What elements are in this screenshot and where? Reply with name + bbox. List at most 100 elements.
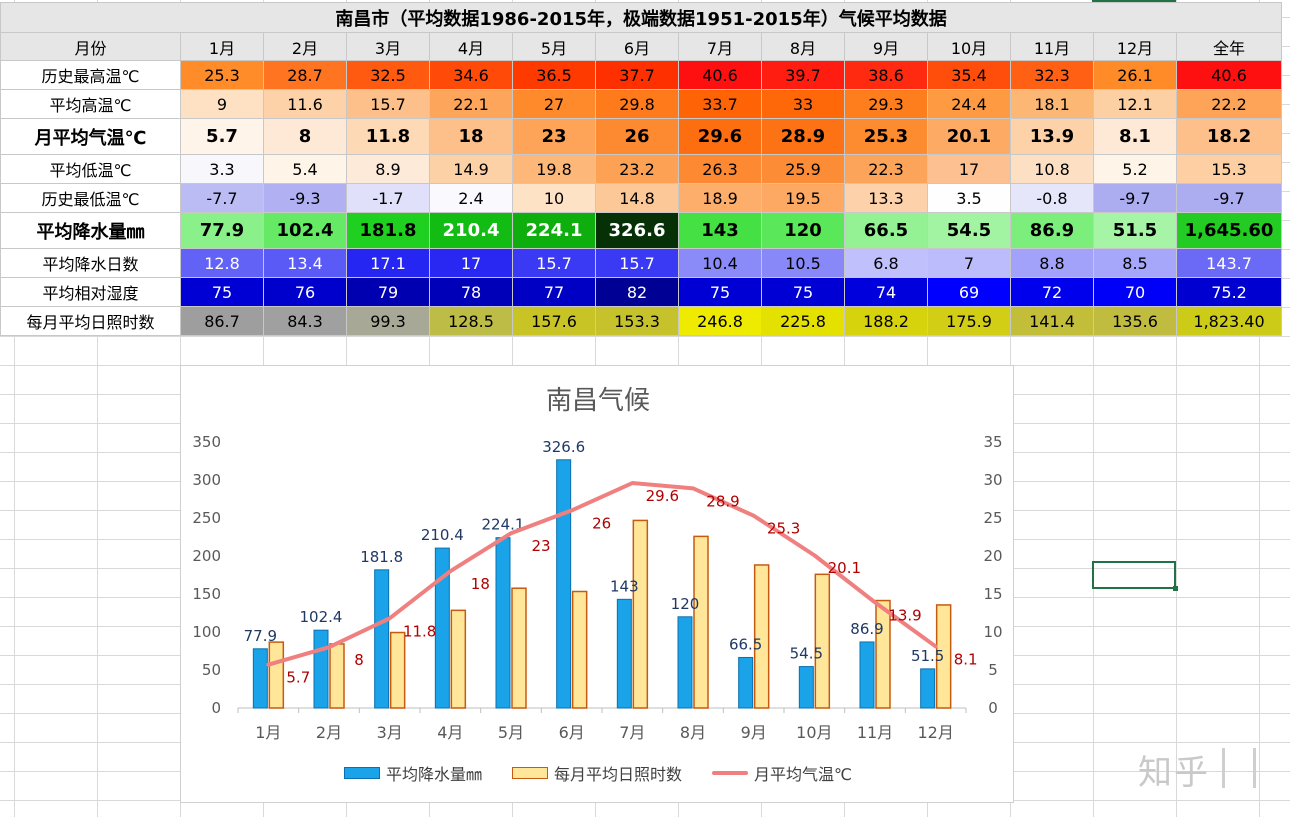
table-cell[interactable]: 246.8: [678, 306, 762, 336]
table-cell[interactable]: 8: [263, 118, 347, 155]
table-cell[interactable]: 15.7: [512, 248, 596, 278]
table-cell[interactable]: 9: [180, 89, 264, 119]
table-cell[interactable]: 135.6: [1093, 306, 1177, 336]
table-cell[interactable]: 18: [429, 118, 513, 155]
table-cell[interactable]: 17: [927, 154, 1011, 184]
table-cell[interactable]: 33: [761, 89, 845, 119]
table-cell[interactable]: 25.3: [180, 60, 264, 90]
header-col[interactable]: 7月: [678, 32, 762, 61]
table-cell[interactable]: 8.1: [1093, 118, 1177, 155]
table-cell[interactable]: 3.5: [927, 183, 1011, 213]
row-label[interactable]: 每月平均日照时数: [0, 306, 181, 336]
table-cell[interactable]: 1,645.60: [1175, 212, 1283, 249]
header-col[interactable]: 4月: [429, 32, 513, 61]
table-cell[interactable]: 78: [429, 277, 513, 307]
table-cell[interactable]: 15.3: [1175, 154, 1283, 184]
table-cell[interactable]: 8.8: [1010, 248, 1094, 278]
table-cell[interactable]: 26: [595, 118, 679, 155]
table-cell[interactable]: 10.4: [678, 248, 762, 278]
table-cell[interactable]: 75: [761, 277, 845, 307]
row-label[interactable]: 历史最高温℃: [0, 60, 181, 90]
header-month-label[interactable]: 月份: [0, 32, 181, 61]
table-cell[interactable]: 326.6: [595, 212, 679, 249]
table-cell[interactable]: 120: [761, 212, 845, 249]
table-cell[interactable]: 10.5: [761, 248, 845, 278]
table-cell[interactable]: 17.1: [346, 248, 430, 278]
table-cell[interactable]: 25.9: [761, 154, 845, 184]
table-cell[interactable]: 36.5: [512, 60, 596, 90]
table-cell[interactable]: 2.4: [429, 183, 513, 213]
table-cell[interactable]: 99.3: [346, 306, 430, 336]
table-cell[interactable]: 22.1: [429, 89, 513, 119]
table-cell[interactable]: 40.6: [1175, 60, 1283, 90]
table-cell[interactable]: 29.3: [844, 89, 928, 119]
table-cell[interactable]: -7.7: [180, 183, 264, 213]
table-cell[interactable]: 19.8: [512, 154, 596, 184]
table-cell[interactable]: 75.2: [1175, 277, 1283, 307]
table-cell[interactable]: 37.7: [595, 60, 679, 90]
table-cell[interactable]: 141.4: [1010, 306, 1094, 336]
table-cell[interactable]: 29.8: [595, 89, 679, 119]
row-label[interactable]: 月平均气温℃: [0, 118, 181, 155]
table-cell[interactable]: 33.7: [678, 89, 762, 119]
table-cell[interactable]: 1,823.40: [1175, 306, 1283, 336]
table-cell[interactable]: 35.4: [927, 60, 1011, 90]
table-cell[interactable]: 29.6: [678, 118, 762, 155]
header-col[interactable]: 10月: [927, 32, 1011, 61]
table-cell[interactable]: 13.9: [1010, 118, 1094, 155]
table-cell[interactable]: -9.7: [1093, 183, 1177, 213]
row-label[interactable]: 历史最低温℃: [0, 183, 181, 213]
header-col[interactable]: 3月: [346, 32, 430, 61]
table-cell[interactable]: 143.7: [1175, 248, 1283, 278]
table-cell[interactable]: 18.9: [678, 183, 762, 213]
table-cell[interactable]: 51.5: [1093, 212, 1177, 249]
table-cell[interactable]: 225.8: [761, 306, 845, 336]
header-col[interactable]: 6月: [595, 32, 679, 61]
table-cell[interactable]: 157.6: [512, 306, 596, 336]
table-cell[interactable]: 12.8: [180, 248, 264, 278]
table-cell[interactable]: 11.8: [346, 118, 430, 155]
table-cell[interactable]: -0.8: [1010, 183, 1094, 213]
row-label[interactable]: 平均降水日数: [0, 248, 181, 278]
table-cell[interactable]: 28.7: [263, 60, 347, 90]
header-col[interactable]: 全年: [1175, 32, 1283, 61]
table-cell[interactable]: -9.3: [263, 183, 347, 213]
table-cell[interactable]: 72: [1010, 277, 1094, 307]
table-cell[interactable]: 82: [595, 277, 679, 307]
table-cell[interactable]: 153.3: [595, 306, 679, 336]
table-cell[interactable]: -9.7: [1175, 183, 1283, 213]
chart-container[interactable]: 南昌气候 0 50 100 150 200 250 300 350 0 5 10 15 20 25 30 35…: [180, 365, 1014, 803]
header-col[interactable]: 1月: [180, 32, 264, 61]
table-cell[interactable]: 86.7: [180, 306, 264, 336]
table-cell[interactable]: 143: [678, 212, 762, 249]
table-cell[interactable]: 224.1: [512, 212, 596, 249]
table-cell[interactable]: 6.8: [844, 248, 928, 278]
table-cell[interactable]: 39.7: [761, 60, 845, 90]
table-cell[interactable]: 74: [844, 277, 928, 307]
table-cell[interactable]: 13.3: [844, 183, 928, 213]
table-cell[interactable]: 22.3: [844, 154, 928, 184]
table-cell[interactable]: 25.3: [844, 118, 928, 155]
table-cell[interactable]: 23.2: [595, 154, 679, 184]
table-cell[interactable]: 76: [263, 277, 347, 307]
table-cell[interactable]: 15.7: [595, 248, 679, 278]
table-cell[interactable]: 11.6: [263, 89, 347, 119]
header-col[interactable]: 8月: [761, 32, 845, 61]
table-cell[interactable]: 70: [1093, 277, 1177, 307]
table-cell[interactable]: 69: [927, 277, 1011, 307]
table-cell[interactable]: 77.9: [180, 212, 264, 249]
row-label[interactable]: 平均降水量㎜: [0, 212, 181, 249]
table-title[interactable]: 南昌市（平均数据1986-2015年，极端数据1951-2015年）气候平均数据: [0, 2, 1283, 33]
table-cell[interactable]: 20.1: [927, 118, 1011, 155]
header-col[interactable]: 12月: [1093, 32, 1177, 61]
table-cell[interactable]: 23: [512, 118, 596, 155]
table-cell[interactable]: 5.4: [263, 154, 347, 184]
table-cell[interactable]: 32.5: [346, 60, 430, 90]
table-cell[interactable]: 75: [678, 277, 762, 307]
table-cell[interactable]: 181.8: [346, 212, 430, 249]
row-label[interactable]: 平均低温℃: [0, 154, 181, 184]
table-cell[interactable]: 27: [512, 89, 596, 119]
table-cell[interactable]: 17: [429, 248, 513, 278]
table-cell[interactable]: 26.1: [1093, 60, 1177, 90]
header-col[interactable]: 2月: [263, 32, 347, 61]
